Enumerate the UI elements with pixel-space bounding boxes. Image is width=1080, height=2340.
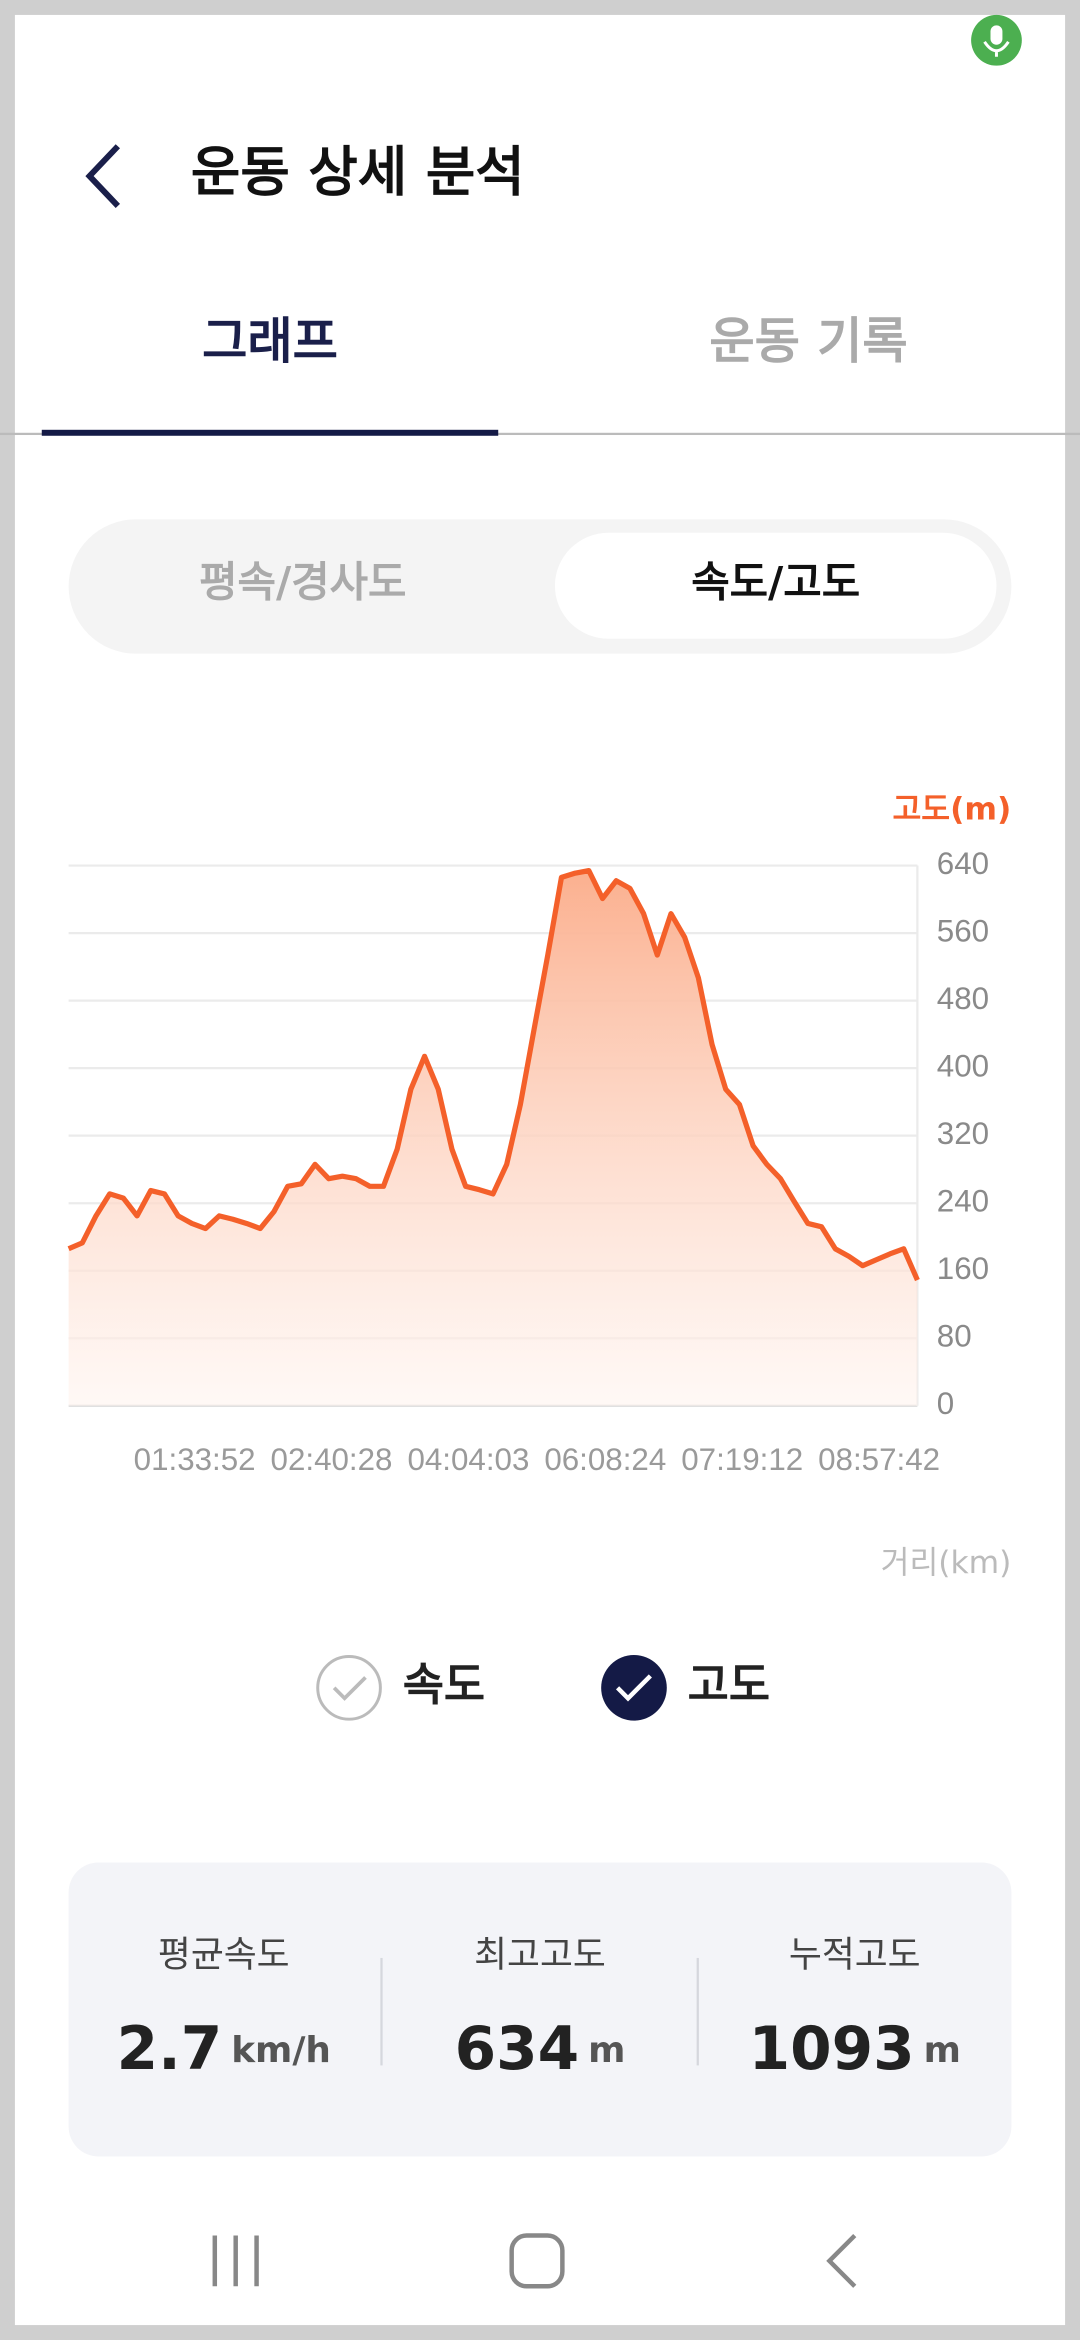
nav-home[interactable] [509,2233,565,2289]
check-icon [615,1674,652,1702]
title: 운동 상세 분석 [191,141,525,204]
x-tick-label-text: 02:40:28 [270,1443,393,1478]
x-tick-label: 02:40:28 [270,1443,393,1478]
stat-number: 634 [455,2015,580,2084]
stat-value: 2.7 km/h [117,2015,331,2084]
checkbox[interactable] [316,1655,382,1721]
back-button[interactable] [85,144,121,208]
check-icon [332,1676,367,1701]
y-tick-label: 560 [937,913,989,948]
stat-label: 평균속도 [158,1934,290,1975]
y-tick-label: 240 [937,1183,989,1218]
x-tick-label: 08:57:42 [818,1443,941,1478]
x-tick-label-text: 04:04:03 [407,1443,530,1478]
stat-unit: km/h [231,2030,331,2071]
stat-number: 2.7 [117,2015,223,2084]
segment[interactable]: 속도/고도 [691,557,860,606]
stat-unit: m [924,2030,961,2071]
checkbox[interactable] [601,1655,667,1721]
x-tick-label-text: 06:08:24 [544,1443,667,1478]
stat-label: 누적고도 [789,1934,921,1975]
x-tick-label-text: 08:57:42 [818,1443,941,1478]
x-tick-label: 01:33:52 [133,1443,256,1478]
y-tick-label: 80 [937,1319,972,1354]
x-tick-label: 07:19:12 [681,1443,804,1478]
area-fill [68,870,918,1406]
axis-title: 거리(km) [881,1545,1012,1581]
tab[interactable]: 운동 기록 [709,312,907,370]
legend-label: 고도 [688,1658,770,1711]
line [67,868,920,1282]
y-tick-label: 320 [937,1116,989,1151]
x-tick-label: 06:08:24 [544,1443,667,1478]
y-tick-label: 480 [937,981,989,1016]
mic-icon [983,40,1010,57]
y-tick-label: 160 [937,1251,989,1286]
mic-icon [990,25,1003,45]
legend-label: 속도 [403,1658,485,1711]
nav-recent[interactable] [212,2235,259,2287]
x-tick-label: 04:04:03 [407,1443,530,1478]
y-tick-label: 0 [937,1386,954,1421]
stat-unit: m [588,2030,625,2071]
stat-value: 634 m [455,2015,626,2084]
stat-value: 1093 m [749,2015,961,2084]
tab[interactable]: 그래프 [202,312,338,370]
y-tick-label: 400 [937,1048,989,1083]
chart: 0 80 160 240 320 400 480 560 640 01:33:52 02:40:28… [67,846,989,1478]
segment[interactable]: 평속/경사도 [199,557,406,606]
x-tick-label-text: 01:33:52 [133,1443,256,1478]
stat-label: 최고고도 [474,1934,606,1975]
y-tick-label: 640 [937,846,989,881]
axis-title: 고도(m) [892,791,1011,827]
divider [696,1957,699,2066]
tab-divider [0,432,1080,436]
divider [380,1957,383,2066]
stats-card [68,1862,1012,2157]
stat-number: 1093 [749,2015,915,2084]
segment-selected [554,532,997,639]
tab-indicator [41,429,499,436]
nav-back[interactable] [826,2233,857,2288]
x-tick-label-text: 07:19:12 [681,1443,804,1478]
